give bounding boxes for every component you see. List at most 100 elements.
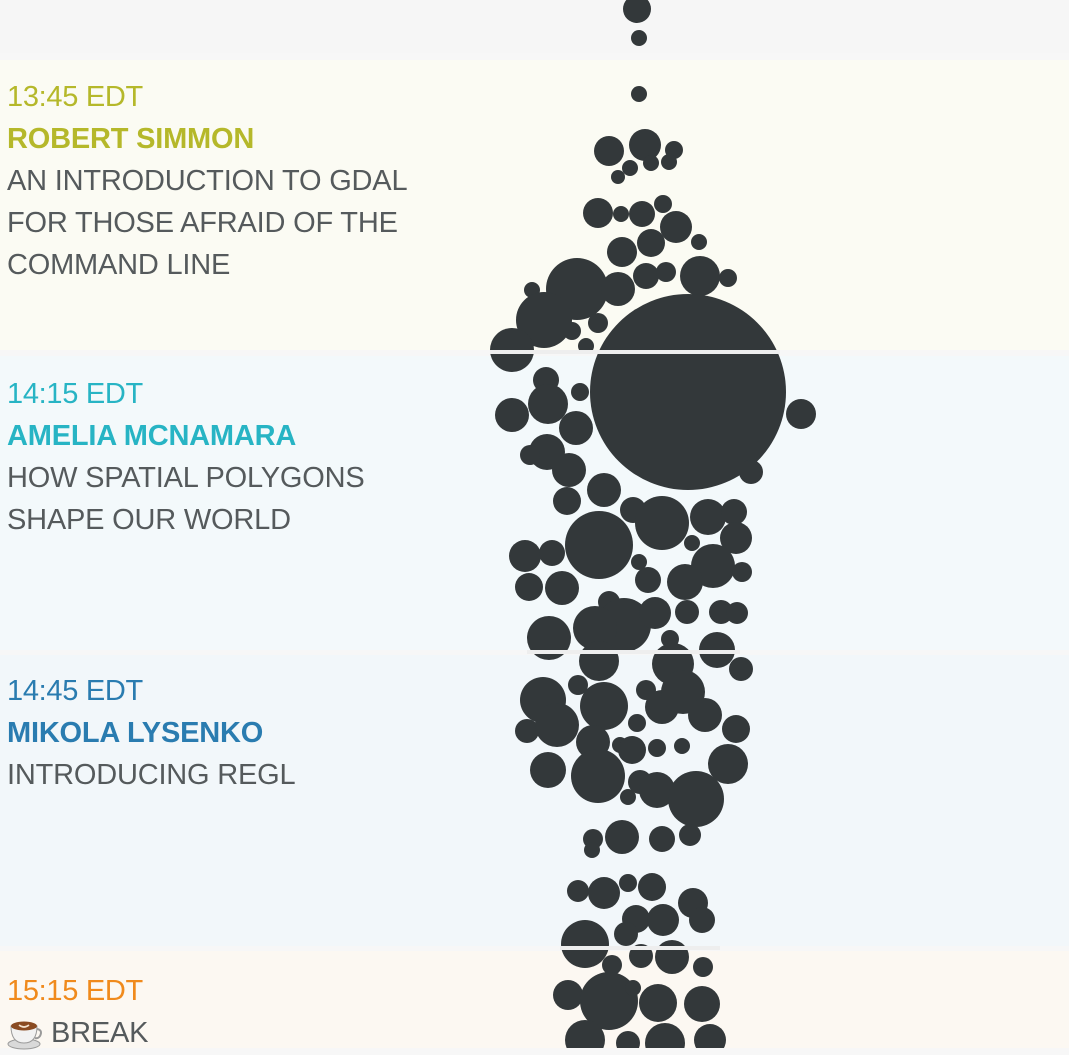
attendee-bubble (614, 922, 638, 946)
attendee-bubble (571, 383, 589, 401)
talk-title-line: COMMAND LINE (7, 249, 231, 281)
attendee-bubble (584, 842, 600, 858)
attendee-bubble (675, 600, 699, 624)
attendee-bubble (680, 256, 720, 296)
attendee-bubble (623, 0, 651, 23)
attendee-bubble (674, 738, 690, 754)
attendee-bubble (726, 602, 748, 624)
talk-title-line: FOR THOSE AFRAID OF THE (7, 207, 398, 239)
talk-title-line: INTRODUCING REGL (7, 759, 296, 791)
attendee-bubble (709, 600, 733, 624)
talk-title-line: AN INTRODUCTION TO GDAL (7, 165, 408, 197)
attendee-bubble (655, 940, 689, 974)
talk-title-line: HOW SPATIAL POLYGONS (7, 462, 365, 494)
attendee-bubble (616, 1031, 640, 1048)
attendee-bubble (628, 714, 646, 732)
attendee-bubble (619, 874, 637, 892)
attendee-bubble (647, 904, 679, 936)
attendee-bubble (618, 736, 646, 764)
attendee-bubble (579, 641, 619, 681)
session-1445[interactable]: 14:45 EDT MIKOLA LYSENKO INTRODUCING REG… (7, 670, 427, 796)
attendee-bubble (729, 657, 753, 681)
attendee-bubble (573, 606, 617, 650)
session-1415[interactable]: 14:15 EDT AMELIA MCNAMARA HOW SPATIAL PO… (7, 373, 427, 541)
attendee-bubble (509, 540, 541, 572)
attendee-bubble (588, 313, 608, 333)
attendee-bubble (563, 322, 581, 340)
attendee-bubble (607, 237, 637, 267)
attendee-bubble (684, 986, 720, 1022)
speaker-name[interactable]: ROBERT SIMMON (7, 123, 255, 155)
attendee-bubble (567, 880, 589, 902)
attendee-bubble (639, 597, 671, 629)
attendee-bubble (722, 715, 750, 743)
attendee-bubble (679, 824, 701, 846)
attendee-bubble (515, 719, 539, 743)
attendee-bubble (515, 573, 543, 601)
attendee-bubble (684, 535, 700, 551)
attendee-bubble (495, 398, 529, 432)
attendee-bubble (590, 294, 786, 490)
talk-title-line: SHAPE OUR WORLD (7, 504, 291, 536)
attendee-bubble (629, 201, 655, 227)
session-1515-break: 15:15 EDT BREAK (7, 970, 427, 1054)
attendee-bubble (643, 155, 659, 171)
attendee-bubble (660, 211, 692, 243)
attendee-bubble (656, 262, 676, 282)
break-row: BREAK (7, 1012, 427, 1054)
attendee-bubble (552, 453, 586, 487)
attendee-bubble (635, 496, 689, 550)
attendee-bubble (530, 752, 566, 788)
attendee-bubble (645, 1023, 685, 1048)
attendee-bubble (611, 170, 625, 184)
session-time: 13:45 EDT (7, 81, 143, 113)
attendee-bubble (535, 703, 579, 747)
attendee-bubble (601, 272, 635, 306)
session-time: 15:15 EDT (7, 975, 143, 1007)
attendee-bubble (639, 772, 675, 808)
attendee-bubble (553, 980, 583, 1010)
attendee-bubble (516, 292, 572, 348)
attendee-bubble (568, 675, 588, 695)
attendee-bubble (688, 698, 722, 732)
speaker-name[interactable]: AMELIA MCNAMARA (7, 420, 297, 452)
attendee-bubble (539, 540, 565, 566)
attendee-bubble (635, 567, 661, 593)
attendee-bubble (565, 511, 633, 579)
attendee-bubble (565, 1020, 605, 1048)
break-label: BREAK (51, 1017, 149, 1049)
attendee-bubble (649, 826, 675, 852)
speaker-name[interactable]: MIKOLA LYSENKO (7, 717, 264, 749)
attendee-bubble (668, 771, 724, 827)
session-band-1515 (0, 951, 1069, 1048)
attendee-bubble (694, 1024, 726, 1048)
attendee-bubble (708, 744, 748, 784)
attendee-bubble (613, 206, 629, 222)
attendee-bubble (588, 877, 620, 909)
attendee-bubble (638, 873, 666, 901)
attendee-bubble (654, 195, 672, 213)
attendee-bubble (786, 399, 816, 429)
attendee-bubble (583, 198, 613, 228)
attendee-bubble (689, 907, 715, 933)
attendee-bubble (587, 473, 621, 507)
attendee-bubble (631, 30, 647, 46)
attendee-bubble (527, 616, 571, 660)
attendee-bubble (561, 920, 609, 968)
session-1345[interactable]: 13:45 EDT ROBERT SIMMON AN INTRODUCTION … (7, 76, 427, 286)
attendee-bubble (629, 129, 661, 161)
attendee-bubble (690, 499, 726, 535)
attendee-bubble (633, 263, 659, 289)
attendee-bubble (625, 980, 641, 996)
attendee-bubble (622, 160, 638, 176)
attendee-bubble (631, 86, 647, 102)
attendee-bubble (648, 739, 666, 757)
session-time: 14:45 EDT (7, 675, 143, 707)
attendee-bubble (667, 564, 703, 600)
coffee-cup-icon (7, 1016, 43, 1050)
attendee-bubble (720, 522, 752, 554)
attendee-bubble (553, 487, 581, 515)
attendee-bubble (732, 562, 752, 582)
attendee-bubble (520, 445, 540, 465)
